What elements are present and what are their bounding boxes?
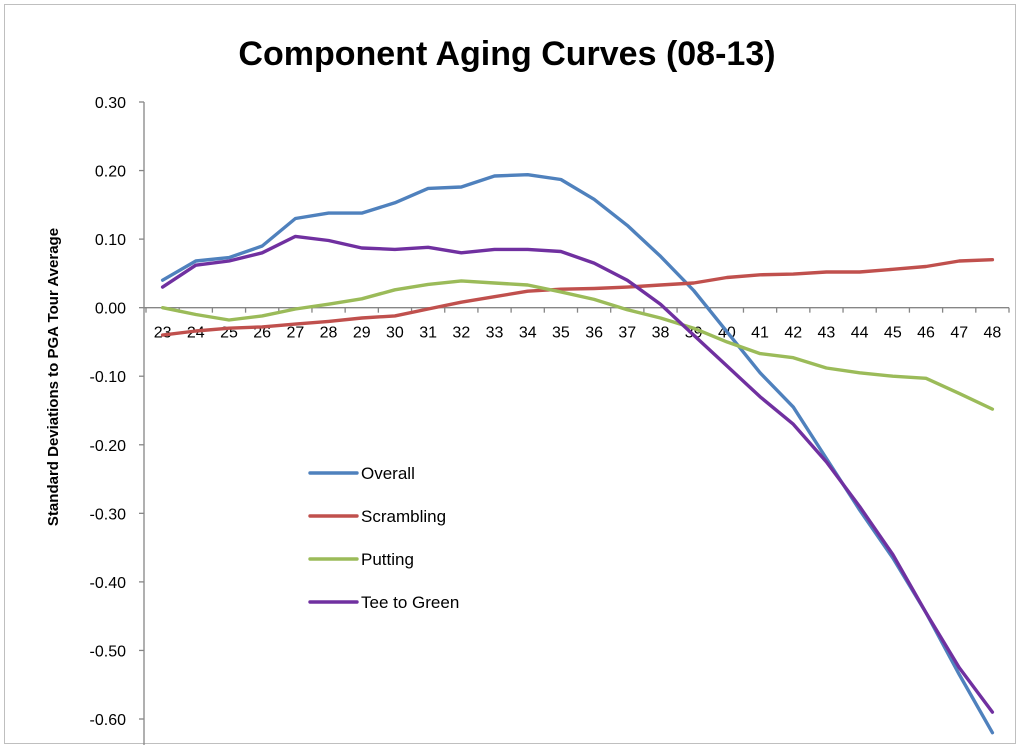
y-axis-ticks: 0.30 0.20 0.10 0.00 -0.10 -0.20 -0.30 -0.40 -0.5… — [90, 95, 144, 729]
y-tick-label: -0.30 — [90, 506, 127, 523]
legend-label-overall: Overall — [361, 464, 415, 483]
legend-label-putting: Putting — [361, 550, 414, 569]
x-tick-label: 28 — [320, 325, 338, 342]
x-tick-label: 42 — [784, 325, 802, 342]
chart-title: Component Aging Curves (08-13) — [238, 35, 775, 73]
series-line-tee-to-green — [160, 234, 995, 714]
x-tick-label: 29 — [353, 325, 371, 342]
series-line-putting — [160, 279, 995, 411]
x-tick-label: 35 — [552, 325, 570, 342]
x-tick-label: 41 — [751, 325, 769, 342]
x-tick-label: 37 — [618, 325, 636, 342]
y-tick-label: -0.20 — [90, 438, 127, 455]
x-tick-label: 33 — [486, 325, 504, 342]
x-tick-label: 31 — [419, 325, 437, 342]
x-tick-label: 32 — [452, 325, 470, 342]
legend: Overall Scrambling Putting Tee to Green — [308, 464, 459, 612]
x-tick-label: 23 — [154, 325, 172, 342]
x-tick-label: 47 — [950, 325, 968, 342]
series-line-scrambling — [160, 257, 995, 337]
x-tick-label: 43 — [818, 325, 836, 342]
y-tick-label: 0.10 — [95, 232, 126, 249]
x-tick-label: 26 — [253, 325, 271, 342]
x-tick-label: 45 — [884, 325, 902, 342]
chart-frame: Component Aging Curves (08-13) Standard … — [4, 4, 1016, 745]
x-tick-label: 30 — [386, 325, 404, 342]
y-tick-label: -0.40 — [90, 575, 127, 592]
y-axis-title: Standard Deviations to PGA Tour Average — [45, 228, 62, 526]
x-tick-label: 34 — [519, 325, 537, 342]
line-chart: Component Aging Curves (08-13) Standard … — [45, 35, 1010, 745]
x-tick-label: 38 — [652, 325, 670, 342]
y-tick-label: -0.10 — [90, 369, 127, 386]
x-axis-ticks: 23 24 25 26 27 28 29 30 31 32 33 34 35 36 37 38 39 40 41 42… — [145, 307, 1010, 342]
y-tick-label: -0.50 — [90, 643, 127, 660]
legend-label-scrambling: Scrambling — [361, 507, 446, 526]
x-tick-label: 44 — [851, 325, 869, 342]
y-tick-label: 0.20 — [95, 164, 126, 181]
y-tick-label: -0.60 — [90, 712, 127, 729]
y-tick-label: 0.30 — [95, 95, 126, 112]
y-tick-label: 0.00 — [95, 301, 126, 318]
x-tick-label: 27 — [286, 325, 304, 342]
series-lines — [160, 172, 995, 735]
legend-label-tee-to-green: Tee to Green — [361, 593, 459, 612]
x-tick-label: 46 — [917, 325, 935, 342]
x-tick-label: 36 — [585, 325, 603, 342]
x-tick-label: 48 — [984, 325, 1002, 342]
